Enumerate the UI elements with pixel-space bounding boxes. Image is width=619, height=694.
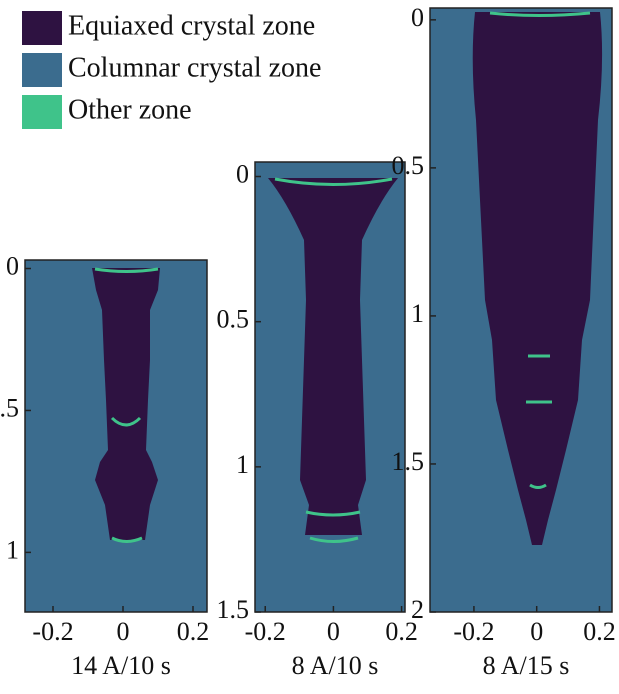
y-tick-label: 0 — [6, 251, 19, 280]
y-tick-label: 1.5 — [392, 447, 425, 476]
x-tick-label: 0.2 — [385, 617, 418, 646]
y-tick-label: 0.5 — [0, 393, 19, 422]
x-axis-label: 8 A/15 s — [483, 651, 570, 680]
other-zone — [489, 11, 591, 489]
y-tick-label: 0.5 — [217, 305, 250, 334]
legend-swatch — [22, 95, 62, 129]
other-zone — [94, 267, 159, 543]
legend-label: Other zone — [68, 94, 192, 125]
x-tick-label: 0 — [530, 617, 543, 646]
plot-frame — [254, 161, 406, 613]
legend-swatch — [22, 11, 62, 45]
x-axis-label: 14 A/10 s — [71, 651, 171, 680]
plot-frame — [429, 7, 613, 613]
equiaxed-zone — [268, 178, 398, 535]
other-zone — [274, 177, 393, 543]
y-tick-label: 1 — [236, 450, 249, 479]
legend-swatch — [22, 53, 62, 87]
y-tick-label: 1 — [6, 535, 19, 564]
y-tick-label: 0.5 — [392, 151, 425, 180]
x-tick-label: 0.2 — [583, 617, 616, 646]
y-tick-label: 1.5 — [217, 595, 250, 624]
plot-frame — [24, 259, 208, 613]
x-tick-label: -0.2 — [32, 617, 73, 646]
legend: Equiaxed crystal zone Columnar crystal zo… — [22, 10, 321, 129]
x-axis-label: 8 A/10 s — [292, 651, 379, 680]
x-tick-label: -0.2 — [453, 617, 494, 646]
equiaxed-zone — [92, 268, 160, 540]
panel-shapes — [25, 8, 612, 612]
y-tick-label: 1 — [411, 299, 424, 328]
x-tick-label: 0 — [117, 617, 130, 646]
legend-label: Equiaxed crystal zone — [68, 10, 315, 41]
x-tick-label: 0 — [327, 617, 340, 646]
equiaxed-zone — [472, 12, 603, 545]
x-tick-label: 0.2 — [177, 617, 210, 646]
legend-label: Columnar crystal zone — [68, 52, 321, 83]
y-tick-label: 2 — [411, 595, 424, 624]
y-tick-label: 0 — [411, 3, 424, 32]
y-tick-label: 0 — [236, 159, 249, 188]
x-tick-label: -0.2 — [245, 617, 286, 646]
axes: 00.51-0.200.214 A/10 s00.511.5-0.200.28 … — [0, 3, 616, 680]
